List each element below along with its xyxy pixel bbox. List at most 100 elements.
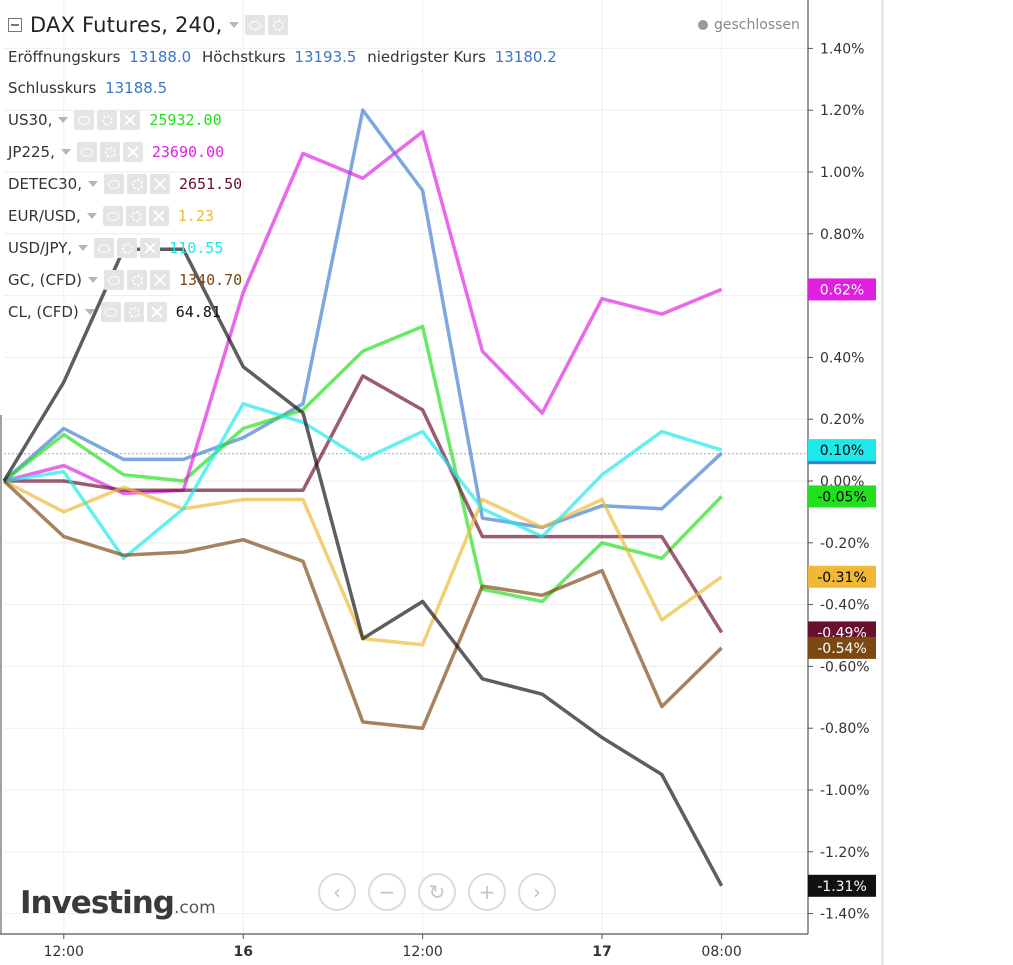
eye-icon[interactable] [94,238,115,258]
end-value-tag-bg [808,874,876,897]
symbol-name: USD/JPY, [8,239,73,257]
symbol-value: 1.23 [177,207,214,225]
chevron-down-icon[interactable] [78,245,89,251]
end-value-tag-bg [808,565,876,588]
y-tick-label: -1.40% [820,907,870,923]
x-tick-label: 12:00 [44,944,84,960]
gear-icon[interactable] [97,110,118,130]
eye-icon[interactable] [104,270,124,290]
blank-gutter [884,0,1013,965]
panel-border [881,0,884,965]
series-lines [2,108,724,887]
y-tick-label: 1.00% [820,165,864,181]
close-value: 13188.5 [105,79,168,97]
y-tick-label: 0.40% [820,350,864,366]
y-tick-label: -0.20% [820,536,870,552]
status-dot-icon [698,20,708,30]
chevron-down-icon[interactable] [58,117,69,123]
zoom-in-button[interactable]: + [468,873,506,911]
symbol-value: 64.81 [175,303,221,321]
close-icon[interactable] [150,270,170,290]
series-line-5 [3,402,723,561]
gear-icon[interactable] [123,302,144,322]
scroll-right-button[interactable]: › [518,873,556,911]
close-icon[interactable] [140,238,161,258]
close-icon[interactable] [150,174,170,194]
chevron-down-icon[interactable] [60,149,71,155]
eye-icon[interactable] [74,110,95,130]
eye-icon[interactable] [102,206,123,226]
chevron-down-icon[interactable] [84,309,95,315]
y-tick-label: -0.60% [820,659,870,675]
market-status: geschlossen [698,17,800,33]
high-label: Höchstkurs [202,48,286,66]
high-value: 13193.5 [294,48,357,66]
x-tick-label: 16 [233,944,252,960]
chart-title: DAX Futures, 240, [30,13,223,37]
end-value-tag-bg [808,485,876,508]
close-icon[interactable] [120,110,141,130]
gear-icon[interactable] [267,15,288,35]
end-value-label: 0.62% [820,282,864,298]
symbol-name: DETEC30, [8,175,82,193]
symbol-row: GC, (CFD) 1340.70 [8,264,563,296]
investing-logo: Investing.com [20,885,216,921]
open-value: 13188.0 [129,48,192,66]
end-value-label: -0.54% [817,641,867,657]
gear-icon[interactable] [117,238,138,258]
eye-icon[interactable] [104,174,124,194]
logo-brand: Investing [20,885,175,921]
gear-icon[interactable] [125,206,146,226]
symbol-name: GC, (CFD) [8,271,82,289]
y-tick-label: 1.20% [820,103,864,119]
symbol-value: 1340.70 [179,271,243,289]
gear-icon[interactable] [127,270,147,290]
axes: 1.40%1.20%1.00%0.80%0.60%0.40%0.20%0.00%… [0,0,876,960]
series-line-1 [2,324,723,604]
symbol-name: US30, [8,111,53,129]
chevron-down-icon[interactable] [86,213,97,219]
close-icon[interactable] [146,302,167,322]
eye-icon[interactable] [100,302,121,322]
symbol-row: JP225, 23690.00 [8,136,563,168]
eye-icon[interactable] [244,15,265,35]
symbol-value: 25932.00 [149,111,222,129]
close-icon[interactable] [148,206,169,226]
chart-canvas[interactable]: 1.40%1.20%1.00%0.80%0.60%0.40%0.20%0.00%… [0,0,884,965]
series-line-2 [3,130,723,496]
close-icon[interactable] [122,142,143,162]
symbol-name: JP225, [8,143,55,161]
end-value-tag-bg [808,636,876,659]
logo-suffix: .com [174,898,216,918]
eye-icon[interactable] [76,142,97,162]
y-tick-label: 1.40% [820,41,864,57]
symbol-name: EUR/USD, [8,207,81,225]
y-tick-label: 0.80% [820,227,864,243]
x-tick-label: 08:00 [701,944,741,960]
chevron-down-icon[interactable] [88,181,98,187]
reset-button[interactable]: ↻ [418,873,456,911]
scroll-left-button[interactable]: ‹ [318,873,356,911]
zoom-out-button[interactable]: − [368,873,406,911]
end-value-tag-bg [808,278,876,301]
collapse-icon[interactable] [8,18,22,32]
end-value-tag: 0.62% [808,278,876,301]
y-tick-label: -1.00% [820,783,870,799]
end-value-label: -0.31% [817,570,867,586]
gear-icon[interactable] [99,142,120,162]
symbol-row: EUR/USD, 1.23 [8,200,563,232]
end-value-tag: 0.10% [808,439,876,462]
chevron-down-icon[interactable] [228,22,239,28]
x-tick-label: 12:00 [402,944,442,960]
series-line-6 [2,479,723,730]
chart-navigation: ‹ − ↻ + › [318,873,568,911]
end-value-label: 0.10% [820,443,864,459]
chevron-down-icon[interactable] [88,277,98,283]
symbol-row: US30, 25932.00 [8,104,563,136]
gear-icon[interactable] [127,174,147,194]
y-tick-label: -1.20% [820,845,870,861]
title-row: DAX Futures, 240, [8,8,563,42]
ohlc-row: Eröffnungskurs 13188.0 Höchstkurs 13193.… [8,42,563,73]
close-row: Schlusskurs 13188.5 [8,73,563,104]
low-value: 13180.2 [494,48,557,66]
